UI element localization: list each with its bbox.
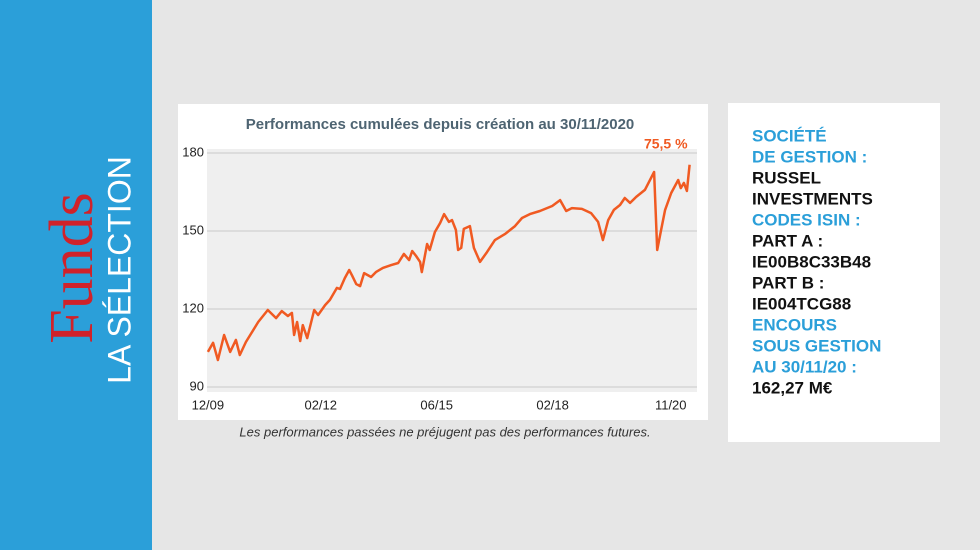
y-tick-label: 120 (182, 300, 204, 315)
panel-heading: SOUS GESTION (752, 336, 881, 355)
panel-value: IE00B8C33B48 (752, 252, 871, 271)
y-tick-label: 180 (182, 144, 204, 159)
panel-heading: CODES ISIN : (752, 210, 861, 229)
chart-note: Les performances passées ne préjugent pa… (239, 424, 650, 439)
x-tick-label: 06/15 (420, 397, 453, 412)
x-tick-label: 02/18 (536, 397, 569, 412)
x-tick-label: 12/09 (192, 397, 225, 412)
panel-value: INVESTMENTS (752, 189, 873, 208)
sidebar-subtitle: LA SÉLECTION (101, 156, 137, 384)
annotation: 75,5 % (644, 135, 688, 151)
plot: 90 120 150 180 12/09 02/12 06/15 02/18 11/20 75,5… (182, 135, 697, 412)
panel-value: PART A : (752, 231, 823, 250)
panel-heading: SOCIÉTÉ (752, 126, 827, 145)
x-tick-label: 02/12 (304, 397, 337, 412)
panel-value: PART B : (752, 273, 824, 292)
line-series (206, 164, 691, 362)
panel-heading: ENCOURS (752, 315, 837, 334)
panel-heading: AU 30/11/20 : (752, 357, 857, 376)
panel-value: 162,27 M€ (752, 378, 833, 397)
x-tick-label: 11/20 (655, 397, 687, 412)
plot-area (207, 149, 697, 392)
y-tick-label: 90 (190, 378, 204, 393)
panel-value: RUSSEL (752, 168, 821, 187)
panel-value: IE004TCG88 (752, 294, 851, 313)
info-panel (728, 103, 940, 442)
sidebar (0, 0, 152, 550)
panel-text: SOCIÉTÉ DE GESTION : RUSSEL INVESTMENTS CODE… (752, 126, 881, 397)
panel-heading: DE GESTION : (752, 147, 867, 166)
y-tick-label: 150 (182, 222, 204, 237)
chart-title: Performances cumulées depuis création au… (246, 116, 635, 133)
sidebar-title: Funds (38, 192, 106, 344)
